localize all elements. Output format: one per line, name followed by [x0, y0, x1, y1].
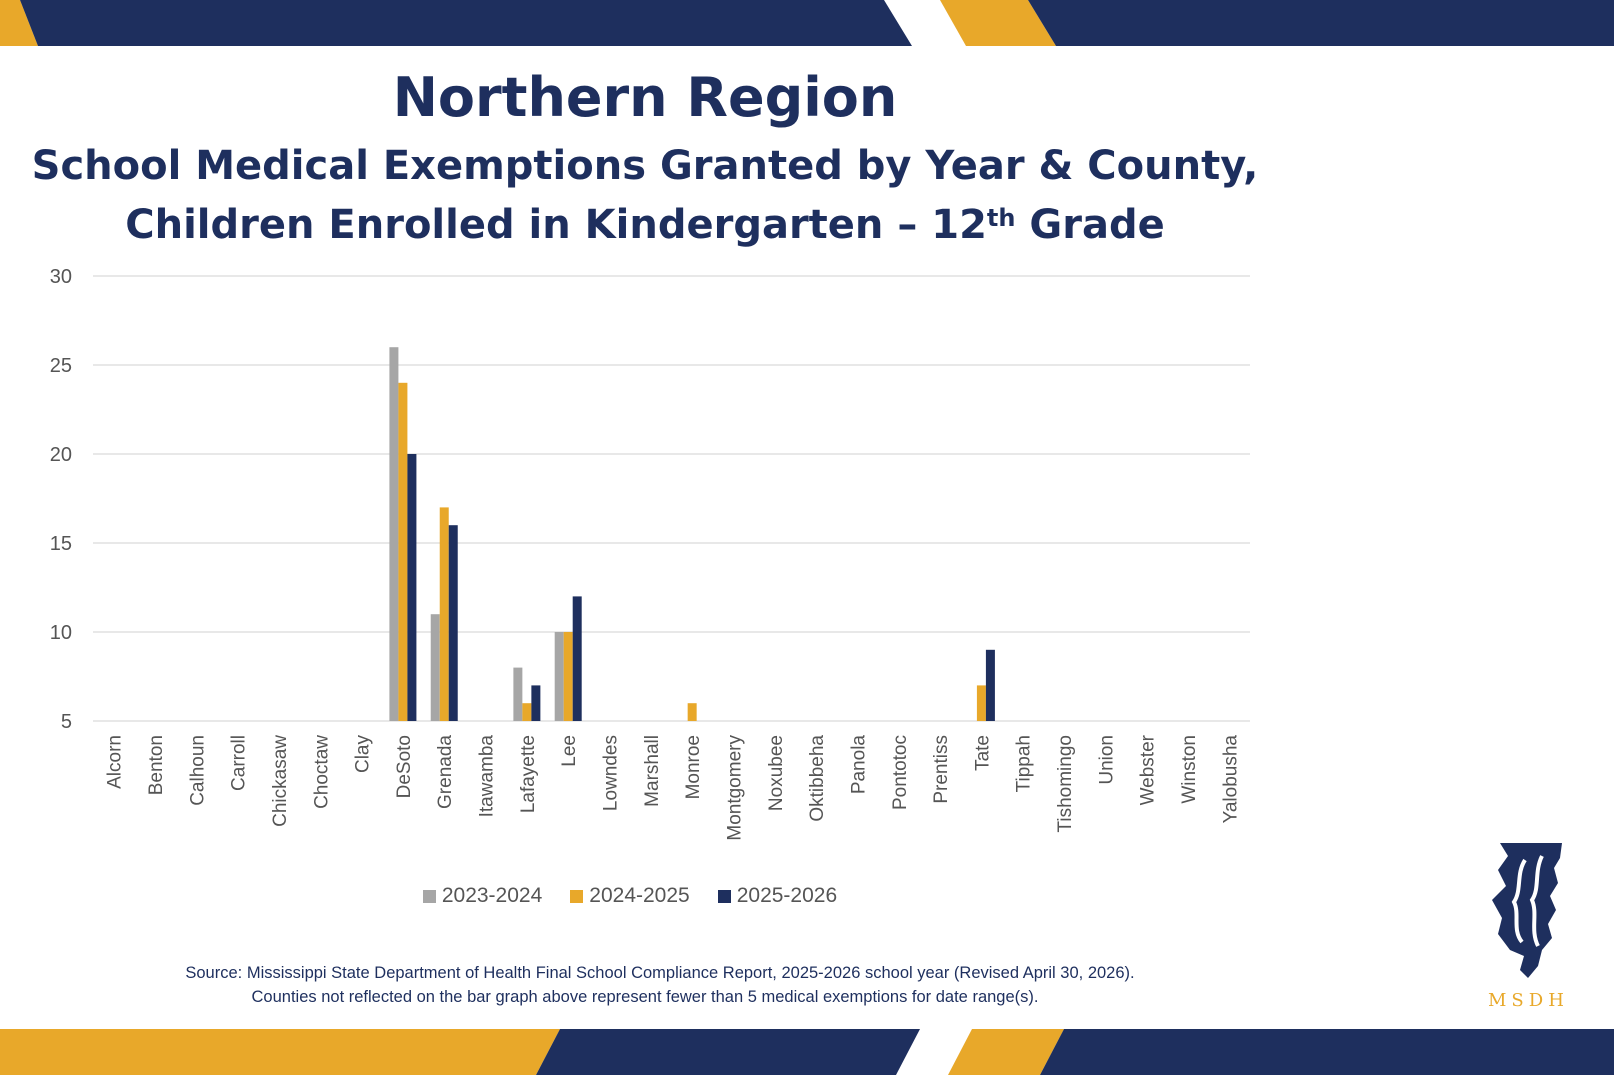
- x-tick-label: Yalobusha: [1220, 735, 1241, 824]
- legend-swatch: [717, 889, 731, 903]
- bar-grenada-2024-2025: [439, 507, 449, 721]
- bar-lee-2025-2026: [572, 596, 582, 721]
- x-tick-label: Prentiss: [931, 735, 952, 804]
- y-axis-ticks: 5 10 15 20 25 30: [50, 266, 72, 733]
- msdh-logo-icon: [1492, 843, 1562, 978]
- legend-swatch: [570, 889, 584, 903]
- x-tick-label: Panola: [848, 735, 869, 795]
- x-tick-label: Itawamba: [477, 735, 498, 818]
- bars: [389, 347, 995, 721]
- x-tick-label: Lafayette: [518, 735, 539, 813]
- chart-legend: 2023-2024 2024-2025 2025-2026: [0, 884, 1260, 908]
- chart-subtitle-line-1: School Medical Exemptions Granted by Yea…: [31, 143, 1259, 189]
- x-tick-label: Lee: [559, 735, 580, 767]
- bar-desoto-2024-2025: [398, 382, 408, 721]
- legend-item: 2023-2024: [422, 884, 543, 908]
- x-tick-label: Webster: [1138, 734, 1159, 805]
- legend-swatch: [422, 889, 436, 903]
- x-tick-label: Chickasaw: [270, 735, 291, 827]
- bar-grenada-2023-2024: [430, 614, 440, 721]
- legend-item: 2024-2025: [570, 884, 690, 908]
- bar-tate-2024-2025: [976, 685, 986, 721]
- gridlines: [93, 275, 1250, 722]
- x-tick-label: Oktibbeha: [807, 735, 828, 822]
- y-tick-label: 10: [50, 622, 72, 644]
- bar-monroe-2024-2025: [687, 703, 697, 721]
- chart-subtitle-line-2: Children Enrolled in Kindergarten – 12th…: [0, 202, 1290, 248]
- x-tick-label: Marshall: [642, 735, 663, 807]
- x-tick-label: Calhoun: [187, 735, 208, 806]
- x-tick-label: DeSoto: [394, 735, 415, 798]
- y-tick-label: 30: [50, 266, 72, 288]
- x-tick-label: Tishomingo: [1055, 735, 1076, 833]
- bottom-decorative-band: [0, 1029, 1614, 1075]
- source-note: Source: Mississippi State Department of …: [0, 961, 1290, 1009]
- source-footnote: Counties not reflected on the bar graph …: [251, 988, 1039, 1006]
- bar-desoto-2023-2024: [389, 347, 399, 721]
- x-tick-label: Tippah: [1014, 735, 1035, 792]
- source-line: Source: Mississippi State Department of …: [185, 964, 1135, 982]
- x-tick-label: Choctaw: [311, 735, 332, 809]
- x-tick-label: Tate: [972, 735, 993, 771]
- x-tick-label: Noxubee: [766, 735, 787, 811]
- x-tick-label: Union: [1096, 735, 1117, 785]
- bar-grenada-2025-2026: [448, 525, 458, 721]
- bar-lafayette-2025-2026: [531, 685, 541, 721]
- x-tick-label: Alcorn: [105, 735, 126, 789]
- y-tick-label: 20: [50, 444, 72, 466]
- subtitle-line-2-end: Grade: [1015, 202, 1165, 248]
- y-tick-label: 15: [50, 533, 72, 555]
- x-tick-label: Grenada: [435, 735, 456, 809]
- bar-lafayette-2024-2025: [522, 703, 532, 721]
- top-decorative-band: [0, 0, 1614, 46]
- bar-tate-2025-2026: [985, 649, 995, 721]
- bar-lee-2023-2024: [554, 632, 564, 721]
- logo-wordmark: MSDH: [1488, 990, 1569, 1011]
- subtitle-line-2-text: Children Enrolled in Kindergarten – 12: [125, 202, 987, 248]
- x-tick-label: Carroll: [229, 735, 250, 791]
- y-tick-label: 5: [61, 711, 72, 733]
- legend-label: 2023-2024: [441, 884, 543, 907]
- bar-chart: 5 10 15 20 25 30 Alcorn Benton Calhoun Carroll Ch…: [50, 266, 1250, 841]
- x-axis-category-labels: Alcorn Benton Calhoun Carroll Chickasaw Choct…: [105, 734, 1242, 840]
- subtitle-superscript: th: [986, 204, 1016, 232]
- legend-label: 2025-2026: [736, 884, 838, 907]
- chart-title: Northern Region: [392, 66, 898, 129]
- x-tick-label: Winston: [1179, 735, 1200, 804]
- y-tick-label: 25: [50, 355, 72, 377]
- x-tick-label: Pontotoc: [890, 735, 911, 810]
- x-tick-label: Montgomery: [724, 735, 745, 841]
- legend-label: 2024-2025: [589, 884, 690, 907]
- bar-lafayette-2023-2024: [513, 667, 523, 721]
- bar-lee-2024-2025: [563, 632, 573, 721]
- x-tick-label: Lowndes: [601, 735, 622, 811]
- bar-desoto-2025-2026: [407, 454, 417, 721]
- x-tick-label: Benton: [146, 735, 167, 795]
- x-tick-label: Monroe: [683, 735, 704, 799]
- legend-item: 2025-2026: [717, 884, 838, 908]
- x-tick-label: Clay: [353, 735, 374, 774]
